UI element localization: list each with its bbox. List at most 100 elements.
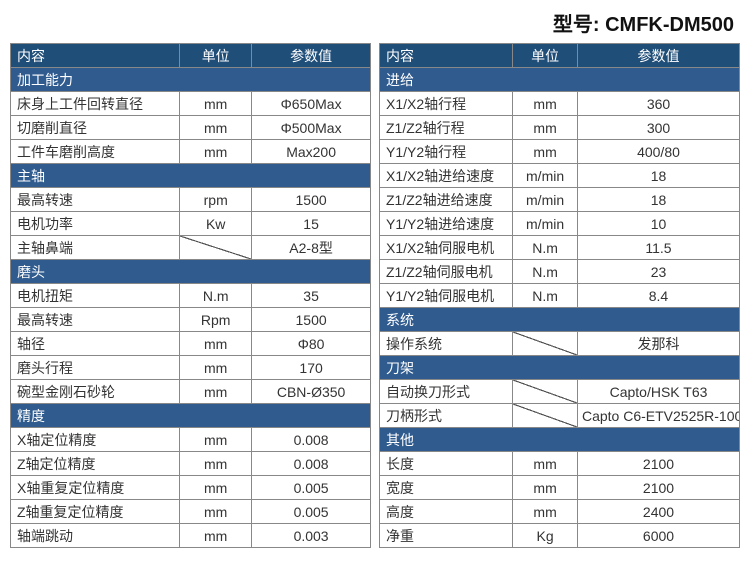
table-cell: N.m	[180, 284, 252, 308]
table-cell: 10	[577, 212, 739, 236]
table-cell: 刀柄形式	[380, 404, 513, 428]
table-cell: 6000	[577, 524, 739, 548]
table-cell: mm	[180, 428, 252, 452]
section-label: 系统	[380, 308, 740, 332]
table-row: X轴重复定位精度mm0.005	[11, 476, 371, 500]
table-row: Z轴重复定位精度mm0.005	[11, 500, 371, 524]
section-row: 其他	[380, 428, 740, 452]
table-cell: mm	[180, 92, 252, 116]
table-cell: A2-8型	[252, 236, 371, 260]
table-cell: 0.008	[252, 428, 371, 452]
table-cell: mm	[513, 452, 578, 476]
table-header-row: 内容单位参数值	[380, 44, 740, 68]
table-cell: 轴径	[11, 332, 180, 356]
table-cell: 主轴鼻端	[11, 236, 180, 260]
table-cell: 23	[577, 260, 739, 284]
table-cell: Rpm	[180, 308, 252, 332]
table-cell: m/min	[513, 212, 578, 236]
table-cell: mm	[180, 476, 252, 500]
table-row: 电机功率Kw15	[11, 212, 371, 236]
table-row: Z1/Z2轴伺服电机N.m23	[380, 260, 740, 284]
table-row: 净重Kg6000	[380, 524, 740, 548]
table-row: 轴径mmΦ80	[11, 332, 371, 356]
table-cell: 宽度	[380, 476, 513, 500]
table-cell: 8.4	[577, 284, 739, 308]
spec-columns: 内容单位参数值加工能力床身上工件回转直径mmΦ650Max切磨削直径mmΦ500…	[10, 43, 740, 548]
table-cell: Φ500Max	[252, 116, 371, 140]
section-row: 进给	[380, 68, 740, 92]
table-header-row: 内容单位参数值	[11, 44, 371, 68]
table-cell	[513, 404, 578, 428]
table-row: X轴定位精度mm0.008	[11, 428, 371, 452]
table-row: Z1/Z2轴行程mm300	[380, 116, 740, 140]
table-cell: mm	[180, 524, 252, 548]
table-cell: Φ650Max	[252, 92, 371, 116]
table-row: 宽度mm2100	[380, 476, 740, 500]
table-cell: 床身上工件回转直径	[11, 92, 180, 116]
table-cell: Y1/Y2轴伺服电机	[380, 284, 513, 308]
table-cell: 1500	[252, 188, 371, 212]
model-row: 型号: CMFK-DM500	[10, 6, 740, 43]
table-cell: rpm	[180, 188, 252, 212]
table-cell: mm	[513, 500, 578, 524]
table-cell: 净重	[380, 524, 513, 548]
table-cell: Y1/Y2轴行程	[380, 140, 513, 164]
table-cell: N.m	[513, 260, 578, 284]
table-row: 电机扭矩N.m35	[11, 284, 371, 308]
table-cell: mm	[180, 380, 252, 404]
table-cell: Φ80	[252, 332, 371, 356]
table-cell: 18	[577, 188, 739, 212]
table-cell: 切磨削直径	[11, 116, 180, 140]
spec-left-table: 内容单位参数值加工能力床身上工件回转直径mmΦ650Max切磨削直径mmΦ500…	[10, 43, 371, 548]
table-cell: 电机功率	[11, 212, 180, 236]
table-cell	[513, 332, 578, 356]
table-cell: m/min	[513, 188, 578, 212]
table-cell: 0.003	[252, 524, 371, 548]
table-header-cell: 单位	[513, 44, 578, 68]
table-header-cell: 参数值	[577, 44, 739, 68]
table-header-cell: 内容	[11, 44, 180, 68]
section-label: 其他	[380, 428, 740, 452]
table-cell: 长度	[380, 452, 513, 476]
table-cell: 11.5	[577, 236, 739, 260]
section-row: 加工能力	[11, 68, 371, 92]
table-cell: mm	[180, 116, 252, 140]
table-cell: mm	[513, 476, 578, 500]
table-cell: m/min	[513, 164, 578, 188]
table-cell	[180, 236, 252, 260]
table-cell: Z1/Z2轴进给速度	[380, 188, 513, 212]
table-cell: 360	[577, 92, 739, 116]
table-cell: mm	[180, 140, 252, 164]
table-row: 轴端跳动mm0.003	[11, 524, 371, 548]
table-cell: 电机扭矩	[11, 284, 180, 308]
table-row: Y1/Y2轴伺服电机N.m8.4	[380, 284, 740, 308]
table-cell: X轴定位精度	[11, 428, 180, 452]
table-row: 高度mm2400	[380, 500, 740, 524]
table-cell: 磨头行程	[11, 356, 180, 380]
table-cell: X1/X2轴进给速度	[380, 164, 513, 188]
table-row: 最高转速Rpm1500	[11, 308, 371, 332]
spec-right-table: 内容单位参数值进给X1/X2轴行程mm360Z1/Z2轴行程mm300Y1/Y2…	[379, 43, 740, 548]
table-row: 工件车磨削高度mmMax200	[11, 140, 371, 164]
model-label: 型号:	[553, 14, 600, 36]
table-cell: CBN-Ø350	[252, 380, 371, 404]
table-cell: 300	[577, 116, 739, 140]
table-cell: 发那科	[577, 332, 739, 356]
table-cell: 操作系统	[380, 332, 513, 356]
table-row: 主轴鼻端 A2-8型	[11, 236, 371, 260]
table-cell: Y1/Y2轴进给速度	[380, 212, 513, 236]
table-cell: mm	[513, 116, 578, 140]
table-cell: mm	[180, 500, 252, 524]
section-label: 主轴	[11, 164, 371, 188]
table-header-cell: 单位	[180, 44, 252, 68]
table-row: Z1/Z2轴进给速度m/min18	[380, 188, 740, 212]
table-row: X1/X2轴伺服电机N.m11.5	[380, 236, 740, 260]
section-row: 精度	[11, 404, 371, 428]
table-cell: 最高转速	[11, 308, 180, 332]
table-cell: 碗型金刚石砂轮	[11, 380, 180, 404]
section-label: 磨头	[11, 260, 371, 284]
table-cell: mm	[180, 452, 252, 476]
table-cell: 400/80	[577, 140, 739, 164]
table-cell: N.m	[513, 284, 578, 308]
table-cell: 最高转速	[11, 188, 180, 212]
